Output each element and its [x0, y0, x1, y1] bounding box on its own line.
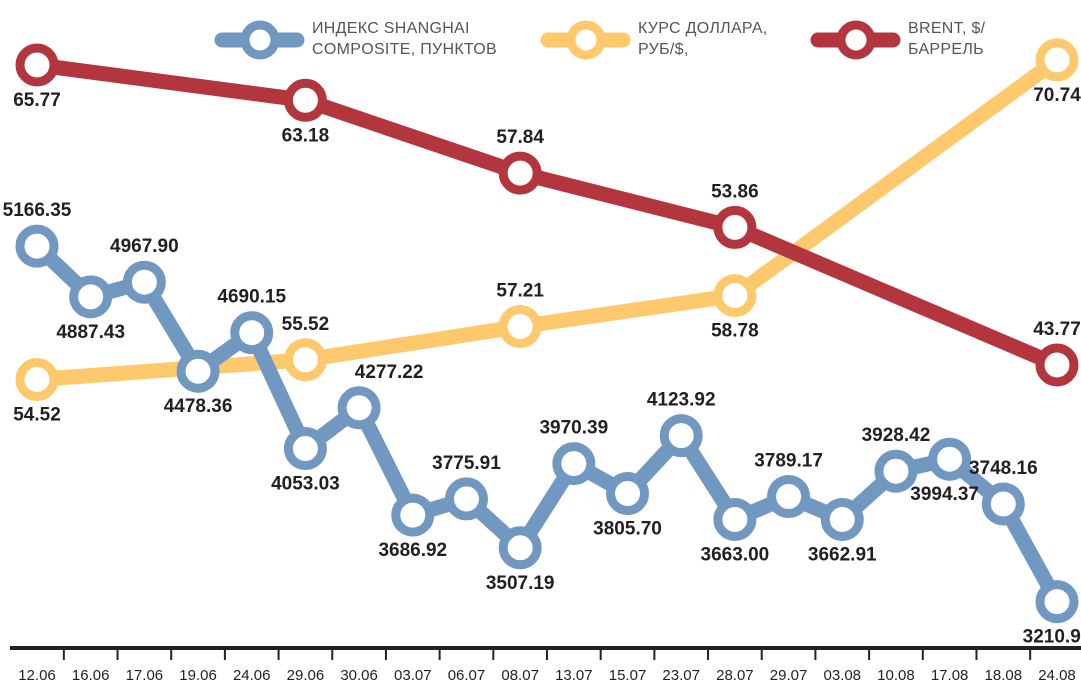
x-tick-label: 16.06 — [72, 667, 110, 684]
point — [659, 414, 703, 458]
data-label: 4690.15 — [217, 287, 286, 308]
data-label: 3748.16 — [969, 458, 1038, 479]
data-label: 55.52 — [282, 314, 330, 335]
point — [981, 482, 1025, 526]
point — [15, 358, 59, 402]
legend-swatch-dot — [566, 20, 606, 60]
data-label: 54.52 — [13, 405, 61, 426]
point — [1035, 38, 1079, 82]
point — [444, 477, 488, 521]
point — [176, 349, 220, 393]
data-label: 3210.90 — [1023, 627, 1081, 648]
data-label: 4887.43 — [56, 322, 125, 343]
point — [283, 78, 327, 122]
data-label: 43.77 — [1033, 319, 1081, 340]
point — [283, 338, 327, 382]
point — [337, 386, 381, 430]
data-label: 4478.36 — [164, 396, 233, 417]
point — [874, 449, 918, 493]
x-tick-label: 28.07 — [716, 667, 754, 684]
point — [283, 427, 327, 471]
data-label: 3663.00 — [701, 544, 770, 565]
data-label: 57.84 — [496, 127, 544, 148]
point — [122, 260, 166, 304]
data-label: 3970.39 — [539, 418, 608, 439]
point — [498, 305, 542, 349]
data-label: 4967.90 — [110, 236, 179, 257]
x-tick-label: 24.08 — [1038, 667, 1076, 684]
x-tick-label: 03.08 — [823, 667, 861, 684]
x-tick-label: 29.07 — [770, 667, 808, 684]
data-label: 4053.03 — [271, 474, 340, 495]
point — [498, 151, 542, 195]
point — [552, 442, 596, 486]
x-tick-label: 08.07 — [501, 667, 539, 684]
x-tick-label: 24.06 — [233, 667, 271, 684]
series-line — [36, 53, 1062, 387]
point — [1035, 343, 1079, 387]
legend-swatch-dot — [836, 20, 876, 60]
x-tick-label: 29.06 — [287, 667, 325, 684]
x-tick-label: 12.06 — [18, 667, 56, 684]
x-tick-label: 17.08 — [931, 667, 969, 684]
point — [928, 437, 972, 481]
x-tick-label: 03.07 — [394, 667, 432, 684]
point — [713, 274, 757, 318]
x-tick-label: 10.08 — [877, 667, 915, 684]
data-label: 3994.37 — [910, 484, 979, 505]
x-tick-label: 30.06 — [340, 667, 378, 684]
x-tick-label: 06.07 — [448, 667, 486, 684]
point — [69, 275, 113, 319]
x-tick-label: 19.06 — [179, 667, 217, 684]
x-tick-label: 13.07 — [555, 667, 593, 684]
data-label: 53.86 — [711, 181, 759, 202]
data-label: 3662.91 — [808, 544, 877, 565]
data-label: 4277.22 — [355, 362, 424, 383]
point — [498, 526, 542, 570]
data-label: 3928.42 — [862, 425, 931, 446]
x-tick-label: 23.07 — [662, 667, 700, 684]
data-label: 63.18 — [282, 125, 330, 146]
data-label: 5166.35 — [3, 200, 72, 221]
point — [820, 497, 864, 541]
legend-label: КУРС ДОЛЛАРА, РУБ/$, — [638, 20, 768, 58]
legend-swatch-dot — [240, 20, 280, 60]
x-tick-label: 15.07 — [609, 667, 647, 684]
x-tick-label: 17.06 — [126, 667, 164, 684]
point — [606, 472, 650, 516]
data-label: 4123.92 — [647, 390, 716, 411]
data-label: 57.21 — [496, 281, 544, 302]
data-label: 3686.92 — [378, 540, 447, 561]
point — [15, 43, 59, 87]
point — [230, 311, 274, 355]
point — [767, 475, 811, 519]
data-label: 3507.19 — [486, 573, 555, 594]
x-tick-label: 18.08 — [985, 667, 1023, 684]
data-label: 3805.70 — [593, 519, 662, 540]
data-label: 3789.17 — [754, 451, 823, 472]
legend-label: BRENT, $/БАРРЕЛЬ — [908, 20, 986, 58]
point — [391, 493, 435, 537]
point — [15, 224, 59, 268]
point — [1035, 580, 1079, 624]
point — [713, 205, 757, 249]
data-label: 58.78 — [711, 321, 759, 342]
data-label: 3775.91 — [432, 453, 501, 474]
data-label: 70.74 — [1033, 85, 1081, 106]
legend-label: ИНДЕКС SHANGHAI COMPOSITE, ПУНКТОВ — [312, 20, 498, 58]
data-label: 65.77 — [13, 90, 61, 111]
point — [713, 497, 757, 541]
